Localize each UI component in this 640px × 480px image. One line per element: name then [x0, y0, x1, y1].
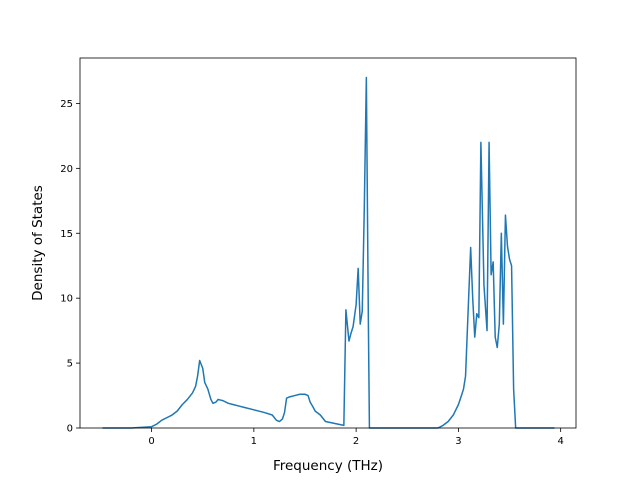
y-tick-label: 25 [60, 99, 73, 110]
x-tick-label: 3 [455, 436, 461, 447]
y-tick-label: 15 [60, 229, 73, 240]
x-tick-label: 1 [251, 436, 257, 447]
y-axis-label: Density of States [30, 185, 46, 301]
y-tick-label: 5 [67, 359, 73, 370]
y-tick-label: 20 [60, 164, 73, 175]
y-tick-label: 10 [60, 294, 73, 305]
plot-frame [79, 57, 577, 429]
x-tick-label: 0 [148, 436, 154, 447]
y-tick-label: 0 [67, 424, 73, 435]
series-layer [102, 76, 555, 429]
x-tick-label: 2 [353, 436, 359, 447]
x-tick-label: 4 [557, 436, 563, 447]
x-axis-label: Frequency (THz) [273, 458, 383, 474]
y-axis-ticks: 0 5 10 15 20 25 [60, 99, 80, 435]
dos-series-line-0 [102, 76, 555, 429]
plot-background [80, 58, 576, 428]
x-axis-ticks: 0 1 2 3 4 [148, 428, 564, 447]
